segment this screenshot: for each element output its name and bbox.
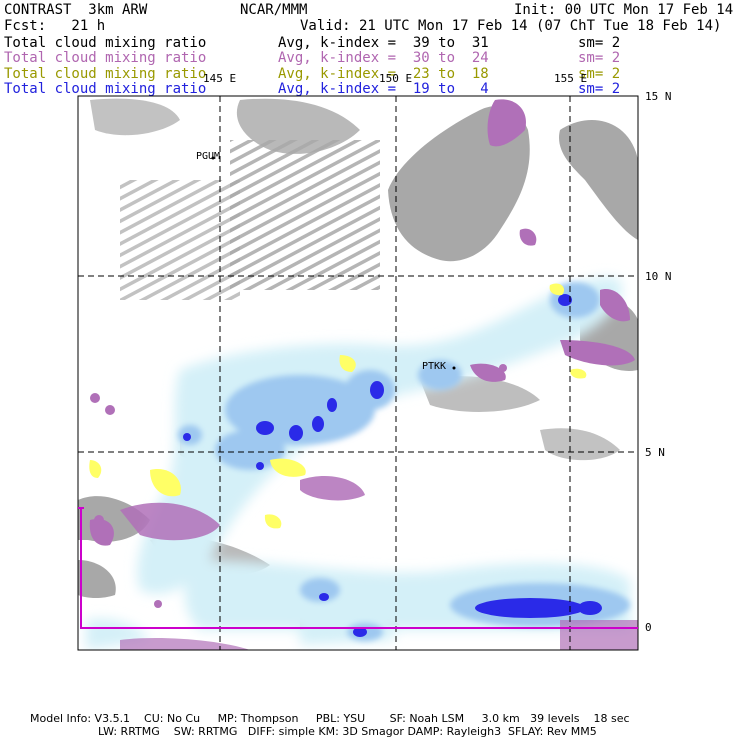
mid-level-cloud [89,99,638,650]
dense-cloud-cores [183,294,602,637]
lon-label-155: 155 E [554,72,588,85]
cloud-field [78,98,638,650]
striped-cloud-texture [230,140,380,290]
field-range: Avg, k-index = 39 to 31 [278,35,489,51]
domain-boundary [78,507,638,629]
institution-title: NCAR/MMM [240,2,308,18]
striped-cloud-texture [120,180,240,300]
field-range: Avg, k-index = 19 to 4 [278,81,489,97]
model-title: CONTRAST 3km ARW [4,2,148,18]
field-name: Total cloud mixing ratio [4,50,207,66]
field-name: Total cloud mixing ratio [4,35,207,51]
field-name: Total cloud mixing ratio [4,66,207,82]
lat-label-5n: 5 N [645,446,665,459]
field-range: Avg, k-index = 30 to 24 [278,50,489,66]
low-cloud-layer [86,277,630,650]
field-smoothing: sm= 2 [578,50,621,66]
model-info-line2: LW: RRTMG SW: RRTMG DIFF: simple KM: 3D … [98,725,597,738]
init-time: Init: 00 UTC Mon 17 Feb 14 [514,2,734,18]
thin-cloud [89,283,587,529]
field-smoothing: sm= 2 [578,35,621,51]
field-range: Avg, k-index = 23 to 18 [278,66,489,82]
field-smoothing: sm= 2 [578,81,621,97]
lat-label-10n: 10 N [645,270,672,283]
lat-label-equator: 0 [645,621,652,634]
lat-label-15n: 15 N [645,90,672,103]
forecast-hour: Fcst: 21 h [4,18,106,34]
mid-cloud-layer [178,282,630,641]
station-label-ptkk: PTKK [422,361,447,372]
valid-time: Valid: 21 UTC Mon 17 Feb 14 (07 ChT Tue … [300,18,722,34]
lon-label-150: 150 E [379,72,413,85]
model-info-line1: Model Info: V3.5.1 CU: No Cu MP: Thompso… [30,712,630,725]
lon-label-145: 145 E [203,72,237,85]
field-smoothing: sm= 2 [578,66,621,82]
field-name: Total cloud mixing ratio [4,81,207,97]
station-label-pgum: PGUM [196,151,221,162]
map-frame [77,95,639,651]
station-marker-ptkk [452,366,456,370]
station-markers [211,156,456,370]
lat-lon-grid [78,95,638,650]
high-cloud-layer [78,98,638,630]
